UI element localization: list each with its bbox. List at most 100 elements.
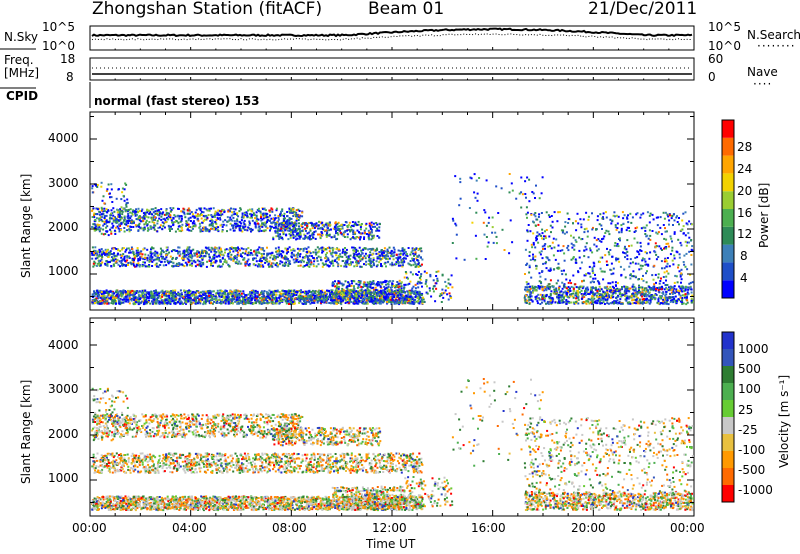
- power-cell-2539: [96, 262, 99, 265]
- power-cell-2744: [98, 248, 101, 251]
- power-cell-3770: [200, 217, 203, 220]
- power-cell-518: [371, 299, 374, 302]
- power-cell-3348: [273, 255, 276, 258]
- power-cell-3298: [399, 252, 402, 255]
- power-cell-1856: [190, 299, 193, 302]
- power-cell-3332: [195, 253, 198, 256]
- power-cell-3389: [280, 214, 283, 217]
- power-cell-2077: [318, 292, 321, 295]
- power-cell-4943: [353, 280, 356, 283]
- power-cell-3941: [132, 221, 135, 224]
- power-cell-4572: [350, 224, 353, 227]
- power-cell-849: [251, 296, 254, 298]
- power-cell-4260: [169, 207, 172, 210]
- power-cell-4457: [342, 231, 345, 234]
- power-cell-1747: [275, 290, 278, 293]
- power-cell-1292: [175, 293, 178, 296]
- power-cell-1758: [164, 297, 167, 300]
- power-cell-2327: [299, 259, 302, 262]
- power-cell-3184: [272, 262, 275, 265]
- power-cell-4836: [351, 289, 354, 292]
- power-cell-4630: [344, 230, 347, 233]
- power-cell-3791: [208, 229, 211, 231]
- power-cell-2392: [308, 260, 310, 263]
- power-cell-4395: [310, 238, 313, 241]
- power-cell-1965: [233, 289, 236, 292]
- power-cell-2778: [281, 250, 283, 253]
- power-cell-3314: [408, 263, 411, 266]
- power-cell-1132: [300, 290, 303, 293]
- power-cell-1915: [250, 289, 253, 292]
- power-cell-2346: [290, 249, 293, 252]
- power-cell-4853: [346, 301, 349, 304]
- power-cell-2640: [124, 250, 127, 253]
- power-cell-3022: [172, 249, 175, 251]
- power-cell-2347: [225, 261, 228, 264]
- power-cell-1977: [152, 301, 154, 304]
- power-cell-2957: [414, 262, 417, 265]
- power-cell-4657: [289, 236, 292, 239]
- power-cell-2374: [169, 255, 172, 258]
- power-cell-4510: [280, 229, 283, 232]
- power-cell-3104: [326, 259, 329, 262]
- power-cell-1602: [316, 301, 319, 303]
- power-cell-2927: [360, 249, 363, 252]
- power-cell-2668: [169, 261, 172, 264]
- power-cell-4546: [368, 224, 371, 227]
- power-cell-2642: [386, 252, 389, 255]
- power-cell-4552: [304, 234, 307, 237]
- power-cell-2258: [363, 255, 366, 258]
- power-cell-3374: [93, 260, 96, 263]
- power-cell-3619: [113, 210, 116, 213]
- power-cell-4226: [132, 226, 135, 228]
- power-cell-4276: [261, 222, 264, 225]
- power-cell-431: [158, 294, 161, 297]
- power-cell-2857: [200, 265, 202, 268]
- power-cell-686: [123, 300, 126, 303]
- power-cell-4793: [335, 299, 338, 302]
- power-cell-4063: [148, 212, 151, 215]
- power-cell-3948: [255, 211, 258, 214]
- power-cell-1110: [111, 294, 114, 297]
- power-cell-4019: [181, 229, 184, 232]
- power-cell-3844: [117, 219, 120, 222]
- power-cell-3897: [224, 219, 227, 222]
- power-cell-2510: [401, 247, 404, 250]
- power-cell-4654: [282, 222, 285, 224]
- power-cell-3900: [298, 210, 301, 212]
- power-cell-1788: [165, 290, 168, 293]
- power-cell-2791: [227, 253, 230, 255]
- power-cell-4598: [334, 221, 337, 224]
- power-cell-3303: [346, 258, 349, 261]
- sky-noise-traces: [91, 27, 693, 41]
- power-cell-2072: [119, 290, 122, 293]
- power-cell-4248: [204, 226, 207, 229]
- power-cell-1112: [261, 302, 264, 305]
- velocity-panel-frame: [89, 317, 695, 517]
- power-cell-1252: [279, 299, 282, 301]
- power-cell-4361: [336, 225, 339, 228]
- power-cell-4615: [356, 229, 359, 232]
- power-cell-652: [337, 301, 339, 304]
- power-cell-3043: [185, 249, 188, 252]
- power-cell-4475: [311, 224, 314, 227]
- power-cell-1726: [115, 302, 117, 305]
- power-cell-3181: [175, 257, 178, 260]
- power-cell-4606: [379, 223, 381, 226]
- power-cell-2282: [218, 264, 221, 267]
- power-cell-3558: [236, 218, 239, 221]
- power-cell-4212: [131, 221, 134, 224]
- power-cell-1974: [130, 299, 133, 302]
- power-cell-2549: [165, 256, 168, 259]
- power-cell-4094: [190, 211, 193, 214]
- power-cell-4824: [334, 295, 337, 298]
- power-cell-1669: [211, 302, 214, 305]
- power-cell-4470: [308, 235, 311, 238]
- power-cell-4237: [286, 229, 289, 232]
- power-cell-3171: [381, 251, 384, 254]
- power-cell-4080: [193, 222, 196, 225]
- power-cell-710: [314, 292, 317, 295]
- power-cell-3929: [198, 226, 201, 229]
- power-cell-2766: [371, 247, 374, 250]
- power-cell-3074: [337, 258, 340, 261]
